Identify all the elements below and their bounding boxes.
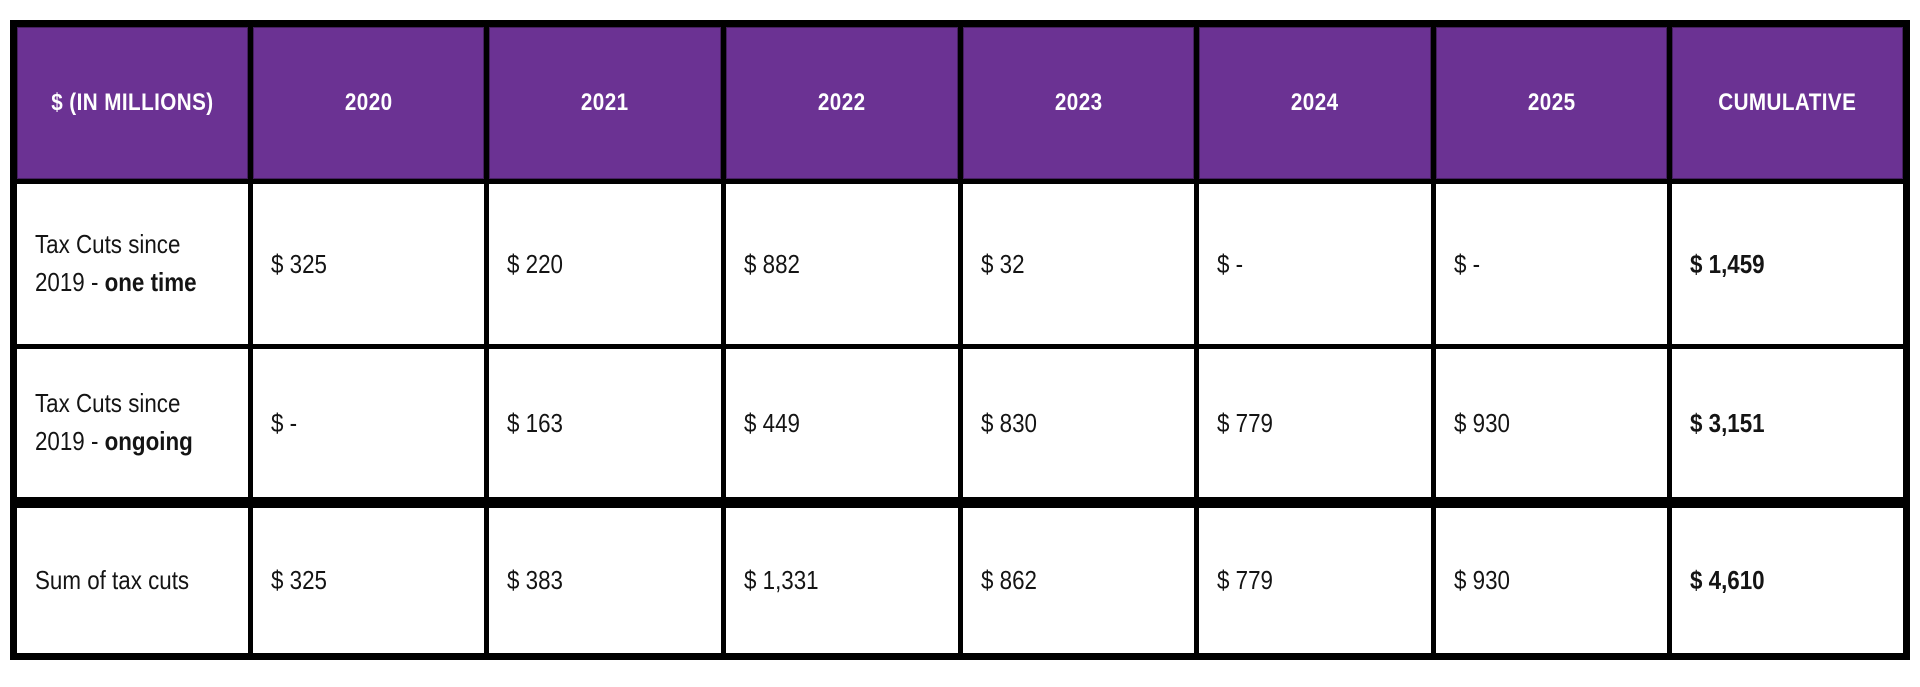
value-text: $ 32 [980,248,1025,279]
header-year-2020: 2020 [247,20,490,184]
header-year-2022: 2022 [720,20,963,184]
row-label: Tax Cuts since 2019 - one time [11,179,253,349]
row-label-prefix: Tax Cuts since 2019 - [35,388,181,456]
header-year-text: 2022 [817,89,866,116]
value-text: $ 930 [1453,565,1510,595]
value-text: $ 163 [507,407,564,438]
header-year-text: 2021 [581,89,629,116]
header-year-text: 2025 [1527,89,1576,116]
value-cell: $ 930 [1430,344,1673,508]
header-year-2025: 2025 [1430,20,1673,184]
header-year-text: 2020 [344,89,393,116]
row-label: Sum of tax cuts [11,497,253,659]
value-text: $ - [1217,248,1244,279]
page: $ (IN MILLIONS) 2020 2021 2022 2023 2024 2025… [0,20,1920,687]
header-year-2021: 2021 [484,20,726,184]
value-cell: $ 830 [957,344,1200,508]
value-cell: $ 779 [1194,497,1436,659]
row-label-text: Sum of tax cuts [35,562,189,600]
row-label-prefix: Sum of tax cuts [35,564,190,595]
value-text: $ 449 [743,407,800,438]
table-row: Sum of tax cuts $ 325 $ 383 $ 1,331 $ 862 $ 7… [11,497,1909,659]
value-cell: $ 325 [247,497,490,659]
header-cumulative: CUMULATIVE [1667,20,1909,184]
value-cell: $ 325 [247,179,490,349]
row-label-prefix: Tax Cuts since 2019 - [35,229,181,297]
value-cell: $ - [247,344,490,508]
value-text: $ 779 [1217,565,1274,595]
value-cell: $ 779 [1194,344,1436,508]
cumulative-text: $ 3,151 [1690,407,1765,438]
value-cell: $ 449 [720,344,963,508]
row-label-text: Tax Cuts since 2019 - one time [35,226,209,301]
row-label-bold: ongoing [104,426,193,456]
row-label: Tax Cuts since 2019 - ongoing [11,344,253,508]
value-cell: $ - [1430,179,1673,349]
header-row: $ (IN MILLIONS) 2020 2021 2022 2023 2024 2025… [11,20,1909,184]
value-text: $ 325 [270,248,327,279]
header-year-text: 2024 [1291,89,1339,116]
value-cell: $ 383 [484,497,726,659]
cumulative-cell: $ 1,459 [1667,179,1909,349]
value-text: $ 830 [980,407,1037,438]
value-text: $ 1,331 [743,565,819,595]
header-year-text: 2023 [1054,89,1103,116]
value-text: $ 779 [1217,407,1274,438]
value-cell: $ 930 [1430,497,1673,659]
value-text: $ 220 [507,248,564,279]
value-cell: $ 862 [957,497,1200,659]
header-unit-label: $ (IN MILLIONS) [11,20,253,184]
value-text: $ 383 [507,565,564,595]
header-year-2023: 2023 [957,20,1200,184]
value-cell: $ 32 [957,179,1200,349]
row-label-bold: one time [104,267,197,297]
header-year-2024: 2024 [1194,20,1436,184]
table-row: Tax Cuts since 2019 - one time $ 325 $ 220… [11,179,1909,349]
cumulative-text: $ 1,459 [1690,248,1765,279]
table-row: Tax Cuts since 2019 - ongoing $ - $ 163 $ 4… [11,344,1909,508]
row-label-text: Tax Cuts since 2019 - ongoing [35,385,209,460]
cumulative-cell: $ 4,610 [1667,497,1909,659]
value-cell: $ 882 [720,179,963,349]
value-cell: $ - [1194,179,1436,349]
table-body: Tax Cuts since 2019 - one time $ 325 $ 220… [11,179,1909,659]
value-text: $ 325 [270,565,327,595]
cumulative-text: $ 4,610 [1690,565,1765,595]
header-cumulative-text: CUMULATIVE [1718,89,1857,116]
tax-cuts-table: $ (IN MILLIONS) 2020 2021 2022 2023 2024 2025… [10,20,1910,660]
value-cell: $ 163 [484,344,726,508]
value-text: $ 862 [980,565,1037,595]
value-text: $ 882 [743,248,800,279]
cumulative-cell: $ 3,151 [1667,344,1909,508]
header-unit-label-text: $ (IN MILLIONS) [51,89,214,116]
value-text: $ - [1453,248,1480,279]
value-text: $ - [270,407,297,438]
value-text: $ 930 [1453,407,1510,438]
value-cell: $ 1,331 [720,497,963,659]
value-cell: $ 220 [484,179,726,349]
